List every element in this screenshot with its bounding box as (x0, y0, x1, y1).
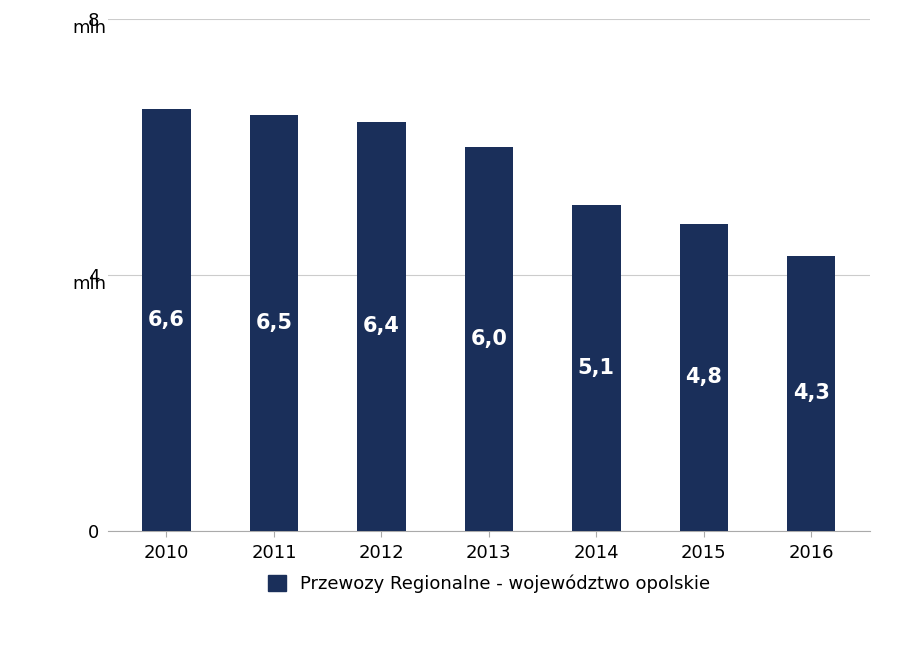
Bar (680, 224, 728, 531)
Text: 6,5: 6,5 (256, 313, 292, 333)
Text: 5,1: 5,1 (578, 358, 614, 378)
Bar (249, 115, 298, 531)
Text: 6,0: 6,0 (470, 329, 508, 349)
Text: 4,8: 4,8 (685, 367, 722, 387)
Text: 4,3: 4,3 (793, 383, 830, 403)
Text: mln: mln (72, 275, 106, 293)
Text: mln: mln (72, 19, 106, 38)
Legend: Przewozy Regionalne - województwo opolskie: Przewozy Regionalne - województwo opolsk… (267, 575, 710, 593)
Bar (143, 109, 191, 531)
Bar (465, 148, 513, 531)
Bar (357, 122, 405, 531)
Bar (572, 204, 621, 531)
Text: 6,4: 6,4 (363, 316, 400, 336)
Bar (787, 256, 835, 531)
Text: 6,6: 6,6 (148, 310, 185, 330)
